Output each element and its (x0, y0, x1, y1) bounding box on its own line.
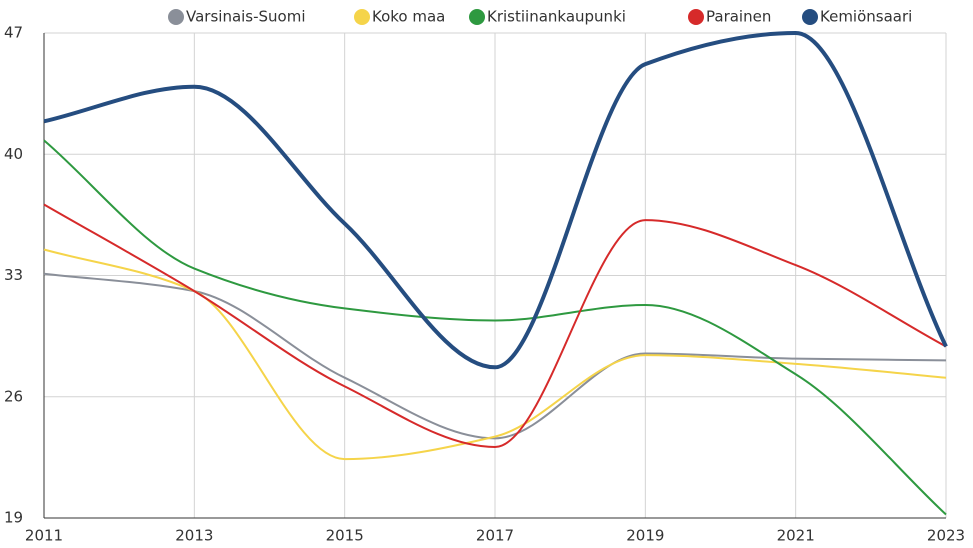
legend-label: Varsinais-Suomi (186, 8, 306, 26)
y-tick-label: 33 (4, 266, 23, 284)
line-series (43, 139, 947, 516)
legend-marker (688, 9, 704, 25)
line-series (43, 203, 947, 448)
legend-marker (168, 9, 184, 25)
legend-label: Kristiinankaupunki (487, 8, 626, 26)
line-series (43, 30, 948, 370)
x-tick-label: 2019 (626, 527, 664, 545)
y-tick-label: 47 (4, 24, 23, 42)
y-tick-label: 40 (4, 145, 23, 163)
legend-marker (802, 9, 818, 25)
x-tick-label: 2011 (25, 527, 63, 545)
x-tick-label: 2013 (175, 527, 213, 545)
x-tick-label: 2023 (927, 527, 965, 545)
legend-label: Kemiönsaari (820, 8, 912, 26)
y-tick-label: 19 (4, 509, 23, 527)
legend-marker (469, 9, 485, 25)
x-tick-label: 2015 (326, 527, 364, 545)
legend-label: Parainen (706, 8, 771, 26)
legend-label: Koko maa (372, 8, 445, 26)
legend-marker (354, 9, 370, 25)
x-tick-label: 2017 (476, 527, 514, 545)
y-tick-label: 26 (4, 387, 23, 405)
x-tick-label: 2021 (777, 527, 815, 545)
